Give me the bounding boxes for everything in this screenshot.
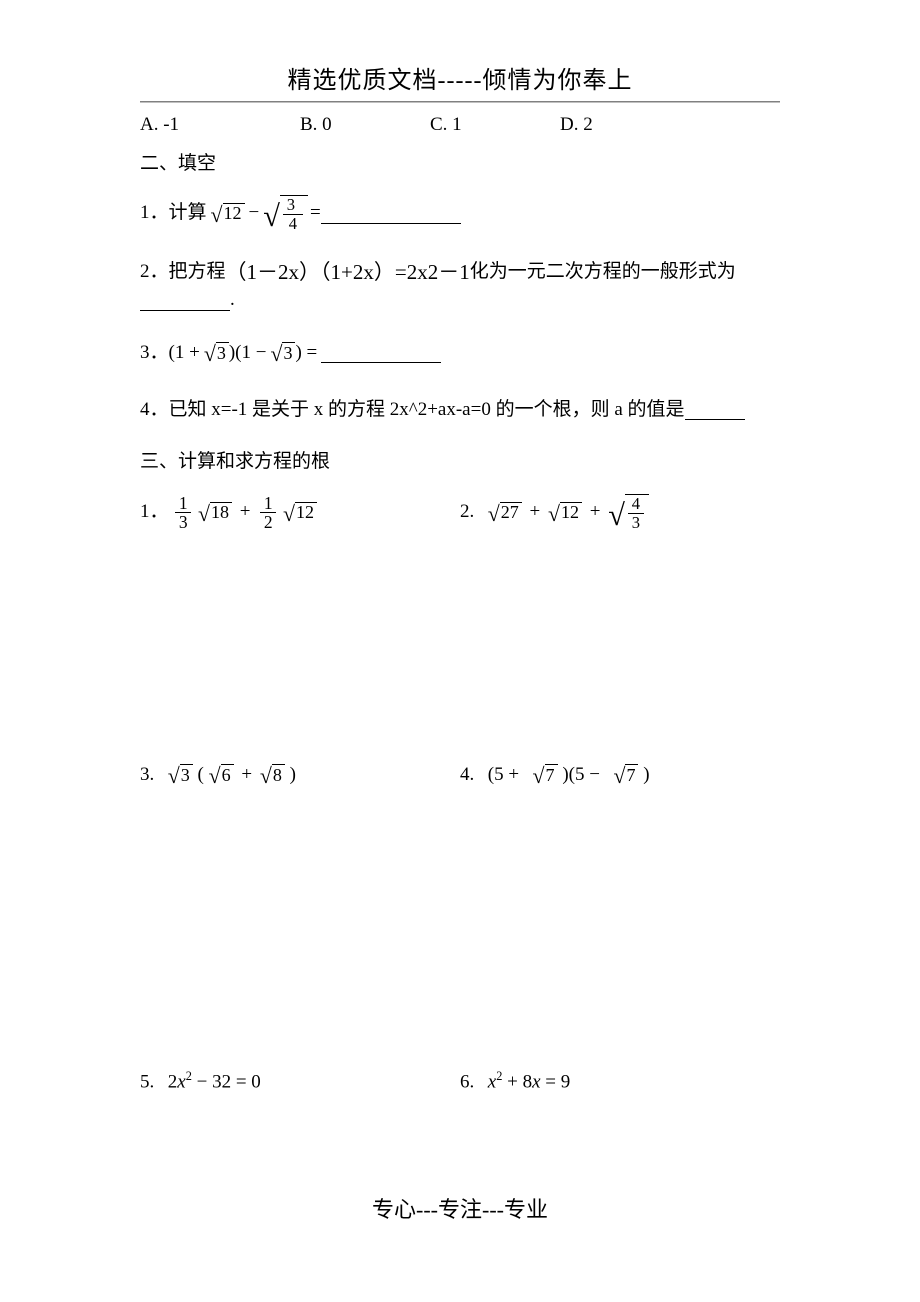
fill-q3-prefix: 3． [140, 340, 169, 367]
frac-3-4-num: 3 [283, 196, 299, 213]
fill-q4-text: 4．已知 x=-1 是关于 x 的方程 2x^2+ax-a=0 的一个根，则 a… [140, 397, 685, 424]
sqrt-3a: √3 [204, 342, 229, 364]
sqrt-12b: √12 [283, 502, 317, 524]
calc-q5: 5. 2x2 − 32 = 0 [140, 1068, 460, 1096]
frac-3-4: 3 4 [283, 196, 303, 232]
calc-row-3: 5. 2x2 − 32 = 0 6. x2 + 8x = 9 [140, 1068, 780, 1096]
sqrt-3b-body: 3 [282, 342, 295, 364]
fill-q2: 2．把方程 （1－2x）（1+2x） =2x2－1 化为一元二次方程的一般形式为… [140, 258, 780, 314]
calc-q5-num: 5. [140, 1071, 154, 1092]
mc-option-b: B. 0 [300, 112, 430, 139]
fill-q3-r: ) = [295, 340, 317, 367]
calc-row-1: 1． 1 3 √18 + 1 2 √12 [140, 494, 780, 532]
sqrt-3-outer-body: 3 [180, 764, 193, 786]
section-fill-title: 二、填空 [140, 151, 780, 178]
mc-option-a: A. -1 [140, 112, 300, 139]
fill-q2-suffix-b: . [230, 287, 235, 314]
sqrt-frac-3-4: √ 3 4 [263, 195, 308, 232]
sqrt-12: √ 12 [211, 203, 245, 225]
frac-1-3-den: 3 [175, 513, 191, 531]
frac-1-2: 1 2 [260, 494, 276, 532]
frac-1-3: 1 3 [175, 494, 191, 532]
frac-4-3-num: 4 [628, 495, 644, 512]
plus-sign-1: + [240, 501, 251, 522]
sqrt-12c-body: 12 [560, 502, 582, 524]
sqrt-8-body: 8 [272, 764, 285, 786]
frac-4-3-den: 3 [628, 514, 644, 531]
mc-options-row: A. -1 B. 0 C. 1 D. 2 [140, 112, 780, 139]
calc-q4: 4. (5 + √7 )(5 − √7 ) [460, 762, 650, 789]
fill-q3-blank[interactable] [321, 343, 441, 363]
sqrt-7b-body: 7 [625, 764, 638, 786]
frac-4-3: 4 3 [628, 495, 644, 531]
fill-q3: 3． (1 + √3 )(1 − √3 ) = [140, 340, 780, 367]
sqrt-18-body: 18 [210, 502, 232, 524]
calc-q4-num: 4. [460, 764, 474, 785]
header-rule [140, 101, 780, 103]
fill-q2-expr-left: （1－2x）（1+2x） [226, 258, 395, 287]
calc-q5-b: − 32 = 0 [192, 1071, 261, 1092]
frac-1-2-den: 2 [260, 513, 276, 531]
fill-q4-blank[interactable] [685, 400, 745, 420]
calc-q3: 3. √3 ( √6 + √8 ) [140, 762, 460, 789]
fill-q3-mid: )(1 − [229, 340, 267, 367]
calc-q6-x: x [488, 1071, 496, 1092]
fill-q2-prefix: 2．把方程 [140, 259, 226, 286]
calc-q4-r: ) [643, 764, 649, 785]
calc-q6-num: 6. [460, 1071, 474, 1092]
fill-q2-expr-sup: 2 [428, 258, 439, 287]
sqrt-8: √8 [260, 764, 285, 786]
sqrt-frac-4-3: √ 4 3 [608, 494, 649, 531]
calc-q4-m: )(5 − [562, 764, 600, 785]
fill-q1-blank[interactable] [321, 204, 461, 224]
sqrt-6: √6 [209, 764, 234, 786]
page-footer: 专心---专注---专业 [0, 1192, 920, 1224]
calc-q5-a: 2 [168, 1071, 178, 1092]
sqrt-7b: √7 [613, 764, 638, 786]
fill-q2-expr-r: －1 [438, 258, 470, 287]
sqrt-18: √18 [198, 502, 232, 524]
sqrt-12-body: 12 [223, 203, 245, 225]
sqrt-3a-body: 3 [216, 342, 229, 364]
sqrt-6-body: 6 [221, 764, 234, 786]
content-area: A. -1 B. 0 C. 1 D. 2 二、填空 1．计算 √ 12 − √ … [140, 112, 780, 1096]
sqrt-27: √27 [488, 502, 522, 524]
mc-option-c: C. 1 [430, 112, 560, 139]
calc-q4-l: (5 + [488, 764, 519, 785]
fill-q4: 4．已知 x=-1 是关于 x 的方程 2x^2+ax-a=0 的一个根，则 a… [140, 397, 780, 424]
fill-q1-prefix: 1．计算 [140, 200, 207, 227]
section-calc-title: 三、计算和求方程的根 [140, 449, 780, 476]
calc-q3-num: 3. [140, 764, 154, 785]
equals-sign: = [310, 200, 321, 227]
sqrt-7a-body: 7 [545, 764, 558, 786]
calc-row-2: 3. √3 ( √6 + √8 ) 4. (5 + [140, 762, 780, 789]
frac-1-3-num: 1 [175, 494, 191, 512]
fill-q2-suffix-a: 化为一元二次方程的一般形式为 [470, 259, 736, 286]
minus-sign: − [249, 200, 260, 227]
sqrt-12b-body: 12 [295, 502, 317, 524]
sqrt-12c: √12 [548, 502, 582, 524]
sqrt-3-outer: √3 [168, 764, 193, 786]
calc-q5-x: x [177, 1071, 185, 1092]
calc-q2-num: 2. [460, 501, 474, 522]
fill-q2-expr-eq: =2x [395, 258, 428, 287]
frac-3-4-den: 4 [285, 215, 301, 232]
sqrt-3b: √3 [270, 342, 295, 364]
page-header: 精选优质文档-----倾情为你奉上 [0, 0, 920, 95]
mc-option-d: D. 2 [560, 112, 720, 139]
calc-q1: 1． 1 3 √18 + 1 2 √12 [140, 494, 460, 532]
calc-q6-eq: = 9 [541, 1071, 571, 1092]
fill-q1: 1．计算 √ 12 − √ 3 4 = [140, 195, 780, 232]
calc-q6-rest: + 8 [502, 1071, 532, 1092]
frac-1-2-num: 1 [260, 494, 276, 512]
fill-q2-blank[interactable] [140, 291, 230, 311]
sqrt-7a: √7 [533, 764, 558, 786]
calc-q6-x2: x [532, 1071, 540, 1092]
calc-q2: 2. √27 + √12 + √ 4 3 [460, 494, 649, 531]
fill-q3-l1: (1 + [169, 340, 200, 367]
calc-q1-num: 1． [140, 501, 169, 522]
sqrt-27-body: 27 [500, 502, 522, 524]
calc-q6: 6. x2 + 8x = 9 [460, 1068, 570, 1096]
